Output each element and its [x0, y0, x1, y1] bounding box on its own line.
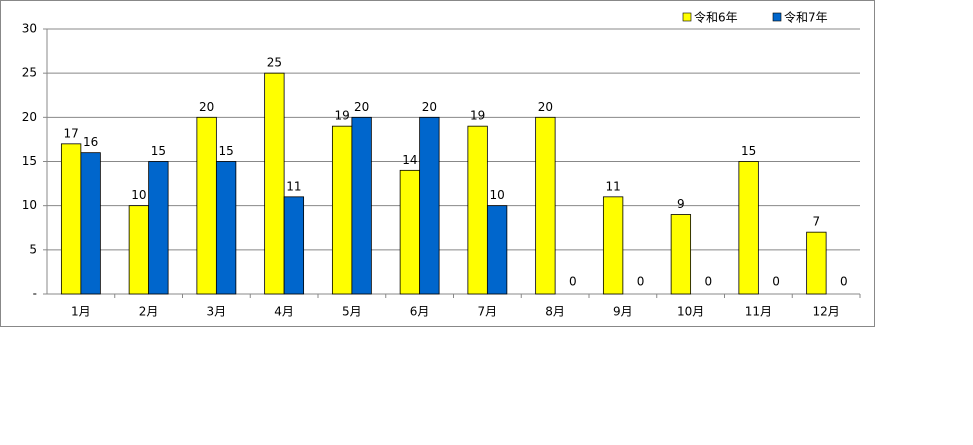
data-label: 19: [470, 109, 485, 123]
data-label: 10: [131, 188, 146, 202]
x-tick-label: 4月: [274, 305, 294, 319]
data-label: 9: [677, 197, 685, 211]
y-tick-label: 10: [22, 198, 37, 212]
bar: [535, 116, 556, 295]
bar: [486, 205, 508, 295]
bar: [264, 72, 285, 295]
x-tick-label: 2月: [139, 305, 159, 319]
data-label: 20: [538, 100, 553, 114]
bar: [467, 125, 488, 295]
y-tick-label: 5: [29, 242, 37, 256]
data-label: 15: [218, 144, 233, 158]
bar: [738, 161, 759, 295]
data-label: 7: [813, 215, 821, 229]
x-tick-label: 7月: [478, 305, 498, 319]
bar: [399, 169, 421, 295]
bar: [128, 205, 150, 295]
bar: [283, 196, 305, 295]
data-label: 15: [741, 144, 756, 158]
y-tick-label: 15: [22, 154, 37, 168]
data-label: 0: [637, 275, 645, 289]
bar: [419, 116, 440, 295]
x-tick-label: 1月: [71, 305, 91, 319]
data-label: 11: [605, 179, 620, 193]
data-label: 0: [569, 275, 577, 289]
bar: [60, 143, 82, 295]
data-label: 20: [354, 100, 369, 114]
x-tick-label: 6月: [410, 305, 430, 319]
y-tick-label: 30: [22, 22, 37, 36]
data-label: 0: [840, 275, 848, 289]
legend-swatch: [772, 12, 782, 22]
legend-swatch: [682, 12, 692, 22]
data-label: 17: [63, 126, 78, 140]
bar: [148, 161, 169, 295]
bar: [670, 214, 692, 295]
data-label: 16: [83, 135, 98, 149]
data-label: 11: [286, 179, 301, 193]
x-tick-label: 12月: [812, 305, 839, 319]
data-label: 20: [199, 100, 214, 114]
data-label: 25: [267, 56, 282, 70]
data-label: 10: [489, 188, 504, 202]
data-label: 15: [151, 144, 166, 158]
data-label: 14: [402, 153, 417, 167]
x-tick-label: 9月: [613, 305, 633, 319]
x-tick-label: 11月: [745, 305, 772, 319]
bar: [351, 116, 372, 295]
y-tick-label: -: [33, 287, 37, 301]
bar: [196, 116, 217, 295]
y-tick-label: 20: [22, 110, 37, 124]
x-tick-label: 8月: [545, 305, 565, 319]
data-label: 20: [422, 100, 437, 114]
data-label: 19: [334, 109, 349, 123]
legend-label: 令和7年: [784, 10, 828, 25]
bar: [602, 196, 624, 295]
x-tick-label: 5月: [342, 305, 362, 319]
x-tick-label: 10月: [677, 305, 704, 319]
legend-label: 令和6年: [694, 10, 738, 25]
bar: [80, 152, 101, 295]
bar: [331, 125, 353, 295]
y-tick-label: 25: [22, 66, 37, 80]
data-label: 0: [705, 275, 713, 289]
x-tick-label: 3月: [207, 305, 227, 319]
data-label: 0: [772, 275, 780, 289]
bar: [806, 231, 827, 295]
bar: [215, 161, 237, 295]
